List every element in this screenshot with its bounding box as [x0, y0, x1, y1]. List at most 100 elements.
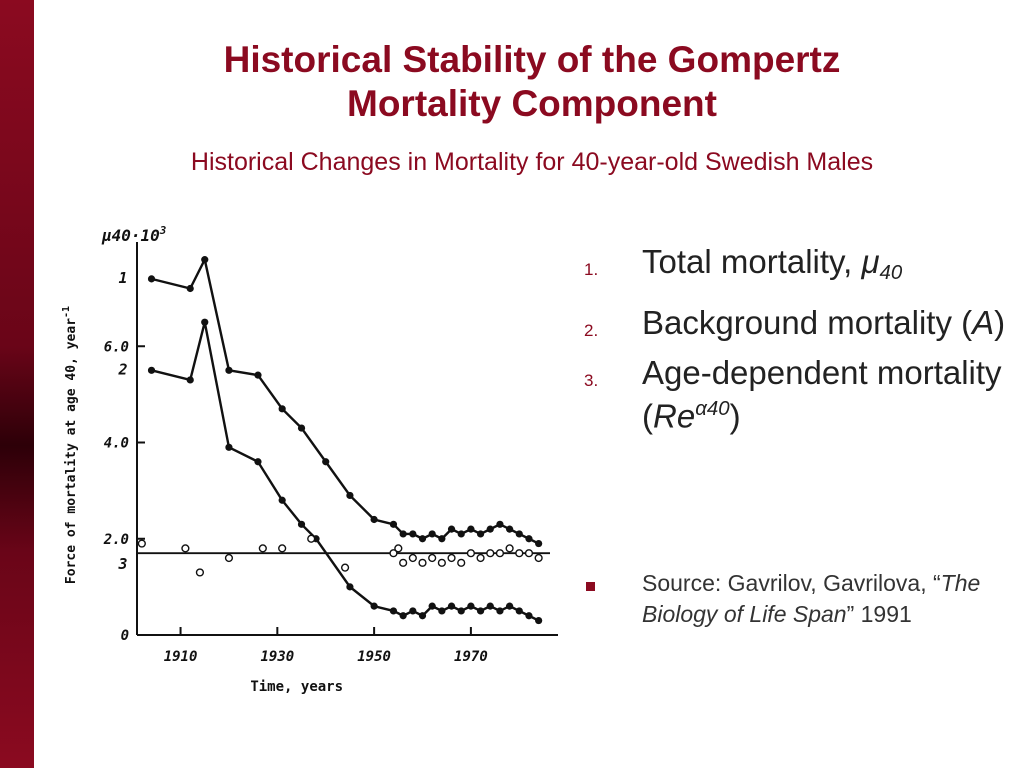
series-2-point [486, 602, 494, 610]
series-1-line [151, 256, 540, 545]
x-axis-label: Time, years [250, 679, 343, 695]
series-1-point [346, 491, 354, 500]
series-3-point [437, 558, 446, 567]
series-3-point [399, 558, 408, 567]
series-3-point [486, 549, 495, 558]
series-2-point [147, 366, 156, 374]
y-tick-label: 6.0 [104, 339, 129, 355]
series-1-point [399, 530, 407, 538]
series-2-point [186, 376, 194, 384]
list-number: 3. [584, 371, 599, 391]
series-3-point [307, 534, 316, 543]
square-bullet-icon [586, 582, 595, 591]
series-2-point [278, 496, 286, 504]
series-2-point [438, 607, 446, 615]
series-3-point [195, 568, 205, 577]
series-2-point [506, 602, 514, 610]
series-1-label: 1 [118, 269, 127, 287]
series-1-point [476, 530, 485, 538]
series-2-point [418, 612, 427, 620]
series-3-point [505, 544, 514, 553]
x-tick-label: 1930 [260, 649, 294, 665]
x-tick-label: 1910 [164, 649, 198, 665]
series-3-point [457, 558, 466, 567]
series-2-point [346, 583, 354, 591]
series-2-point [447, 602, 456, 610]
series-2-point [476, 607, 485, 615]
y-tick-label: 0 [121, 628, 129, 644]
series-1-point [506, 525, 514, 533]
series-3-point [394, 544, 403, 553]
series-3-point [408, 553, 417, 563]
series-2-point [399, 612, 407, 620]
series-1-point [278, 405, 286, 413]
series-2-point [409, 607, 417, 615]
series-1-point [535, 539, 543, 548]
y-tick-label: 4.0 [104, 436, 129, 452]
series-3-point [476, 553, 485, 563]
series-2-point [225, 443, 233, 451]
series-1-point [486, 525, 494, 533]
list-text: Age-dependent mortality (Reα40) [642, 354, 1002, 435]
series-1-point [147, 275, 156, 283]
series-1-point [225, 366, 233, 374]
series-1-point [201, 256, 209, 264]
series-3-point [524, 549, 534, 558]
list-item-1: 1. Total mortality, μ40 [578, 244, 1008, 291]
numbered-list: 1. Total mortality, μ40 2. Background mo… [578, 244, 1008, 448]
series-2-point [428, 602, 436, 610]
series-2-point [535, 616, 543, 625]
series-2-label: 2 [117, 360, 127, 378]
left-accent-bar [0, 0, 34, 768]
series-1-point [370, 515, 378, 524]
list-number: 1. [584, 260, 599, 279]
source-text: Source: Gavrilov, Gavrilova, “The Biolog… [642, 570, 981, 627]
series-1-point [297, 424, 306, 432]
series-1-point [525, 535, 533, 543]
series-2-line [151, 321, 540, 622]
series-3-point [389, 549, 398, 558]
list-item-3: 3. Age-dependent mortality (Reα40) [578, 355, 1008, 434]
series-3-point [428, 553, 437, 563]
series-3-point [447, 553, 456, 563]
source-citation: Source: Gavrilov, Gavrilova, “The Biolog… [578, 568, 1008, 630]
series-1-point [409, 530, 417, 538]
title-line-1: Historical Stability of the Gompertz [223, 39, 841, 80]
series-1-point [515, 530, 523, 538]
y-tick-label: 2.0 [103, 532, 129, 548]
series-1-point [438, 535, 446, 543]
series-1-point [467, 525, 475, 533]
series-3-point [340, 563, 350, 572]
series-2-point [254, 458, 262, 466]
series-2-point [515, 607, 523, 615]
series-1-point [254, 371, 262, 379]
y-axis-top-label: μ40·103 [101, 224, 167, 245]
series-1-point [186, 284, 194, 293]
series-3-label: 3 [117, 555, 127, 573]
series-1-point [322, 458, 330, 466]
series-2-point [525, 612, 533, 620]
list-text: Total mortality, μ40 [642, 243, 903, 285]
series-3-point [466, 549, 475, 558]
series-3-point [137, 539, 146, 548]
list-number: 2. [584, 321, 599, 341]
mortality-chart: 0 2.0 4.0 6.0 1910 1930 1950 1970 Force of morta… [61, 224, 558, 695]
y-axis-label: Force of mortality at age 40, year-1 [61, 306, 79, 584]
series-3-point [418, 558, 427, 567]
series-1-point [457, 530, 465, 538]
series-2-point [370, 602, 378, 610]
series-1-point [496, 520, 504, 528]
series-2-point [389, 607, 398, 615]
series-3-point [534, 553, 543, 563]
series-2-point [201, 318, 209, 326]
series-2-point [457, 607, 465, 615]
series-1-point [418, 535, 427, 543]
title-line-2: Mortality Component [347, 83, 717, 124]
series-3-point [224, 553, 234, 563]
list-item-2: 2. Background mortality (A) [578, 305, 1008, 341]
series-3-point [495, 549, 505, 558]
x-tick-label: 1950 [357, 649, 391, 665]
series-2-point [496, 607, 504, 615]
series-1-point [389, 520, 398, 528]
series-3-point [515, 549, 524, 558]
